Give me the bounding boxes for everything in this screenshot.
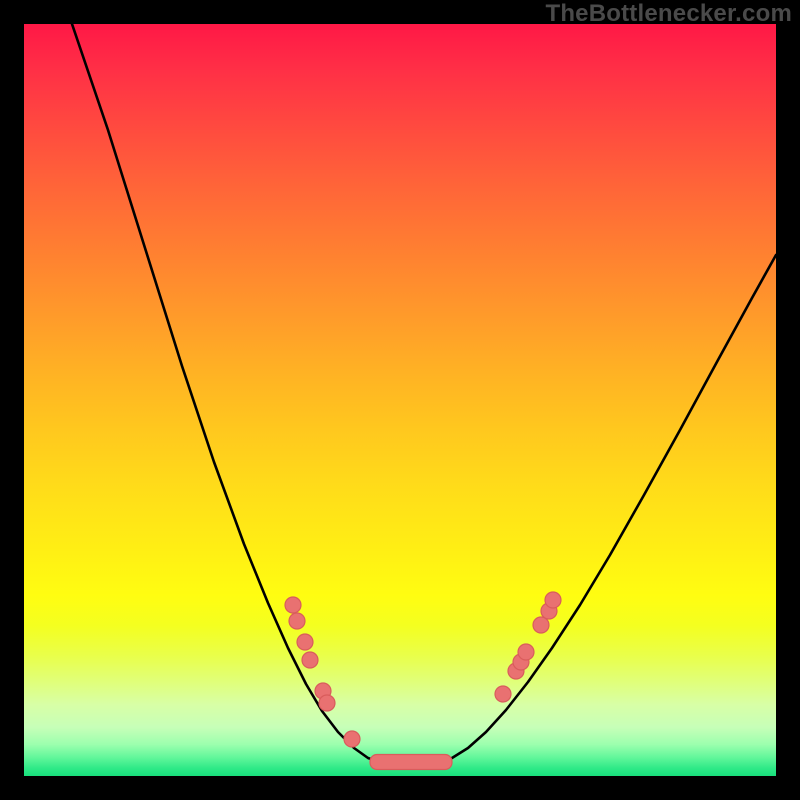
marker-flat-bar [370, 755, 452, 770]
marker-dot [285, 597, 301, 613]
marker-dot [545, 592, 561, 608]
watermark-text: TheBottlenecker.com [545, 0, 792, 28]
plot-background [24, 24, 776, 776]
marker-dot [289, 613, 305, 629]
marker-dot [297, 634, 313, 650]
marker-dot [344, 731, 360, 747]
marker-dot [518, 644, 534, 660]
marker-dot [533, 617, 549, 633]
bottleneck-chart [0, 0, 800, 800]
marker-dot [319, 695, 335, 711]
marker-dot [495, 686, 511, 702]
marker-dot [302, 652, 318, 668]
